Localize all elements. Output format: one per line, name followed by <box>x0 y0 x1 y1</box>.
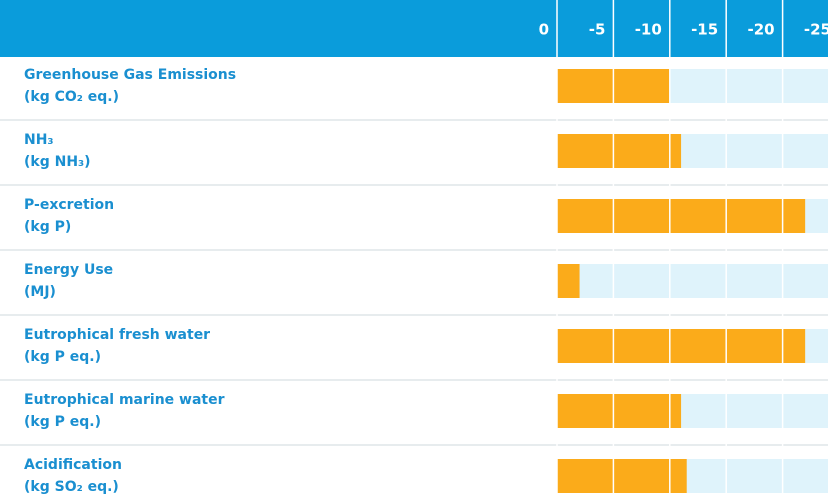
x-tick-label: -15 <box>691 21 718 39</box>
bar <box>557 264 580 298</box>
category-unit: (kg P) <box>24 219 71 235</box>
category-label: Acidification <box>24 457 122 473</box>
bar <box>557 459 687 493</box>
category-label: Greenhouse Gas Emissions <box>24 67 236 83</box>
category-unit: (kg SO₂ eq.) <box>24 479 119 495</box>
bar-track <box>557 264 828 298</box>
category-unit: (kg P eq.) <box>24 349 101 365</box>
header-bar <box>0 0 828 57</box>
x-tick-label: -20 <box>747 21 774 39</box>
x-tick-label: -10 <box>635 21 662 39</box>
category-label: Eutrophical marine water <box>24 392 225 408</box>
bar <box>557 199 806 233</box>
bar <box>557 394 682 428</box>
bar <box>557 329 806 363</box>
category-label: NH₃ <box>24 132 54 148</box>
category-label: Eutrophical fresh water <box>24 327 210 343</box>
category-unit: (kg CO₂ eq.) <box>24 89 119 105</box>
category-label: P-excretion <box>24 197 114 213</box>
category-label: Energy Use <box>24 262 113 278</box>
category-unit: (MJ) <box>24 284 56 300</box>
x-tick-label: -5 <box>589 21 606 39</box>
bar <box>557 134 682 168</box>
x-tick-label: 0 <box>539 21 549 39</box>
category-unit: (kg NH₃) <box>24 154 91 170</box>
category-unit: (kg P eq.) <box>24 414 101 430</box>
x-tick-label: -25 <box>804 21 828 39</box>
